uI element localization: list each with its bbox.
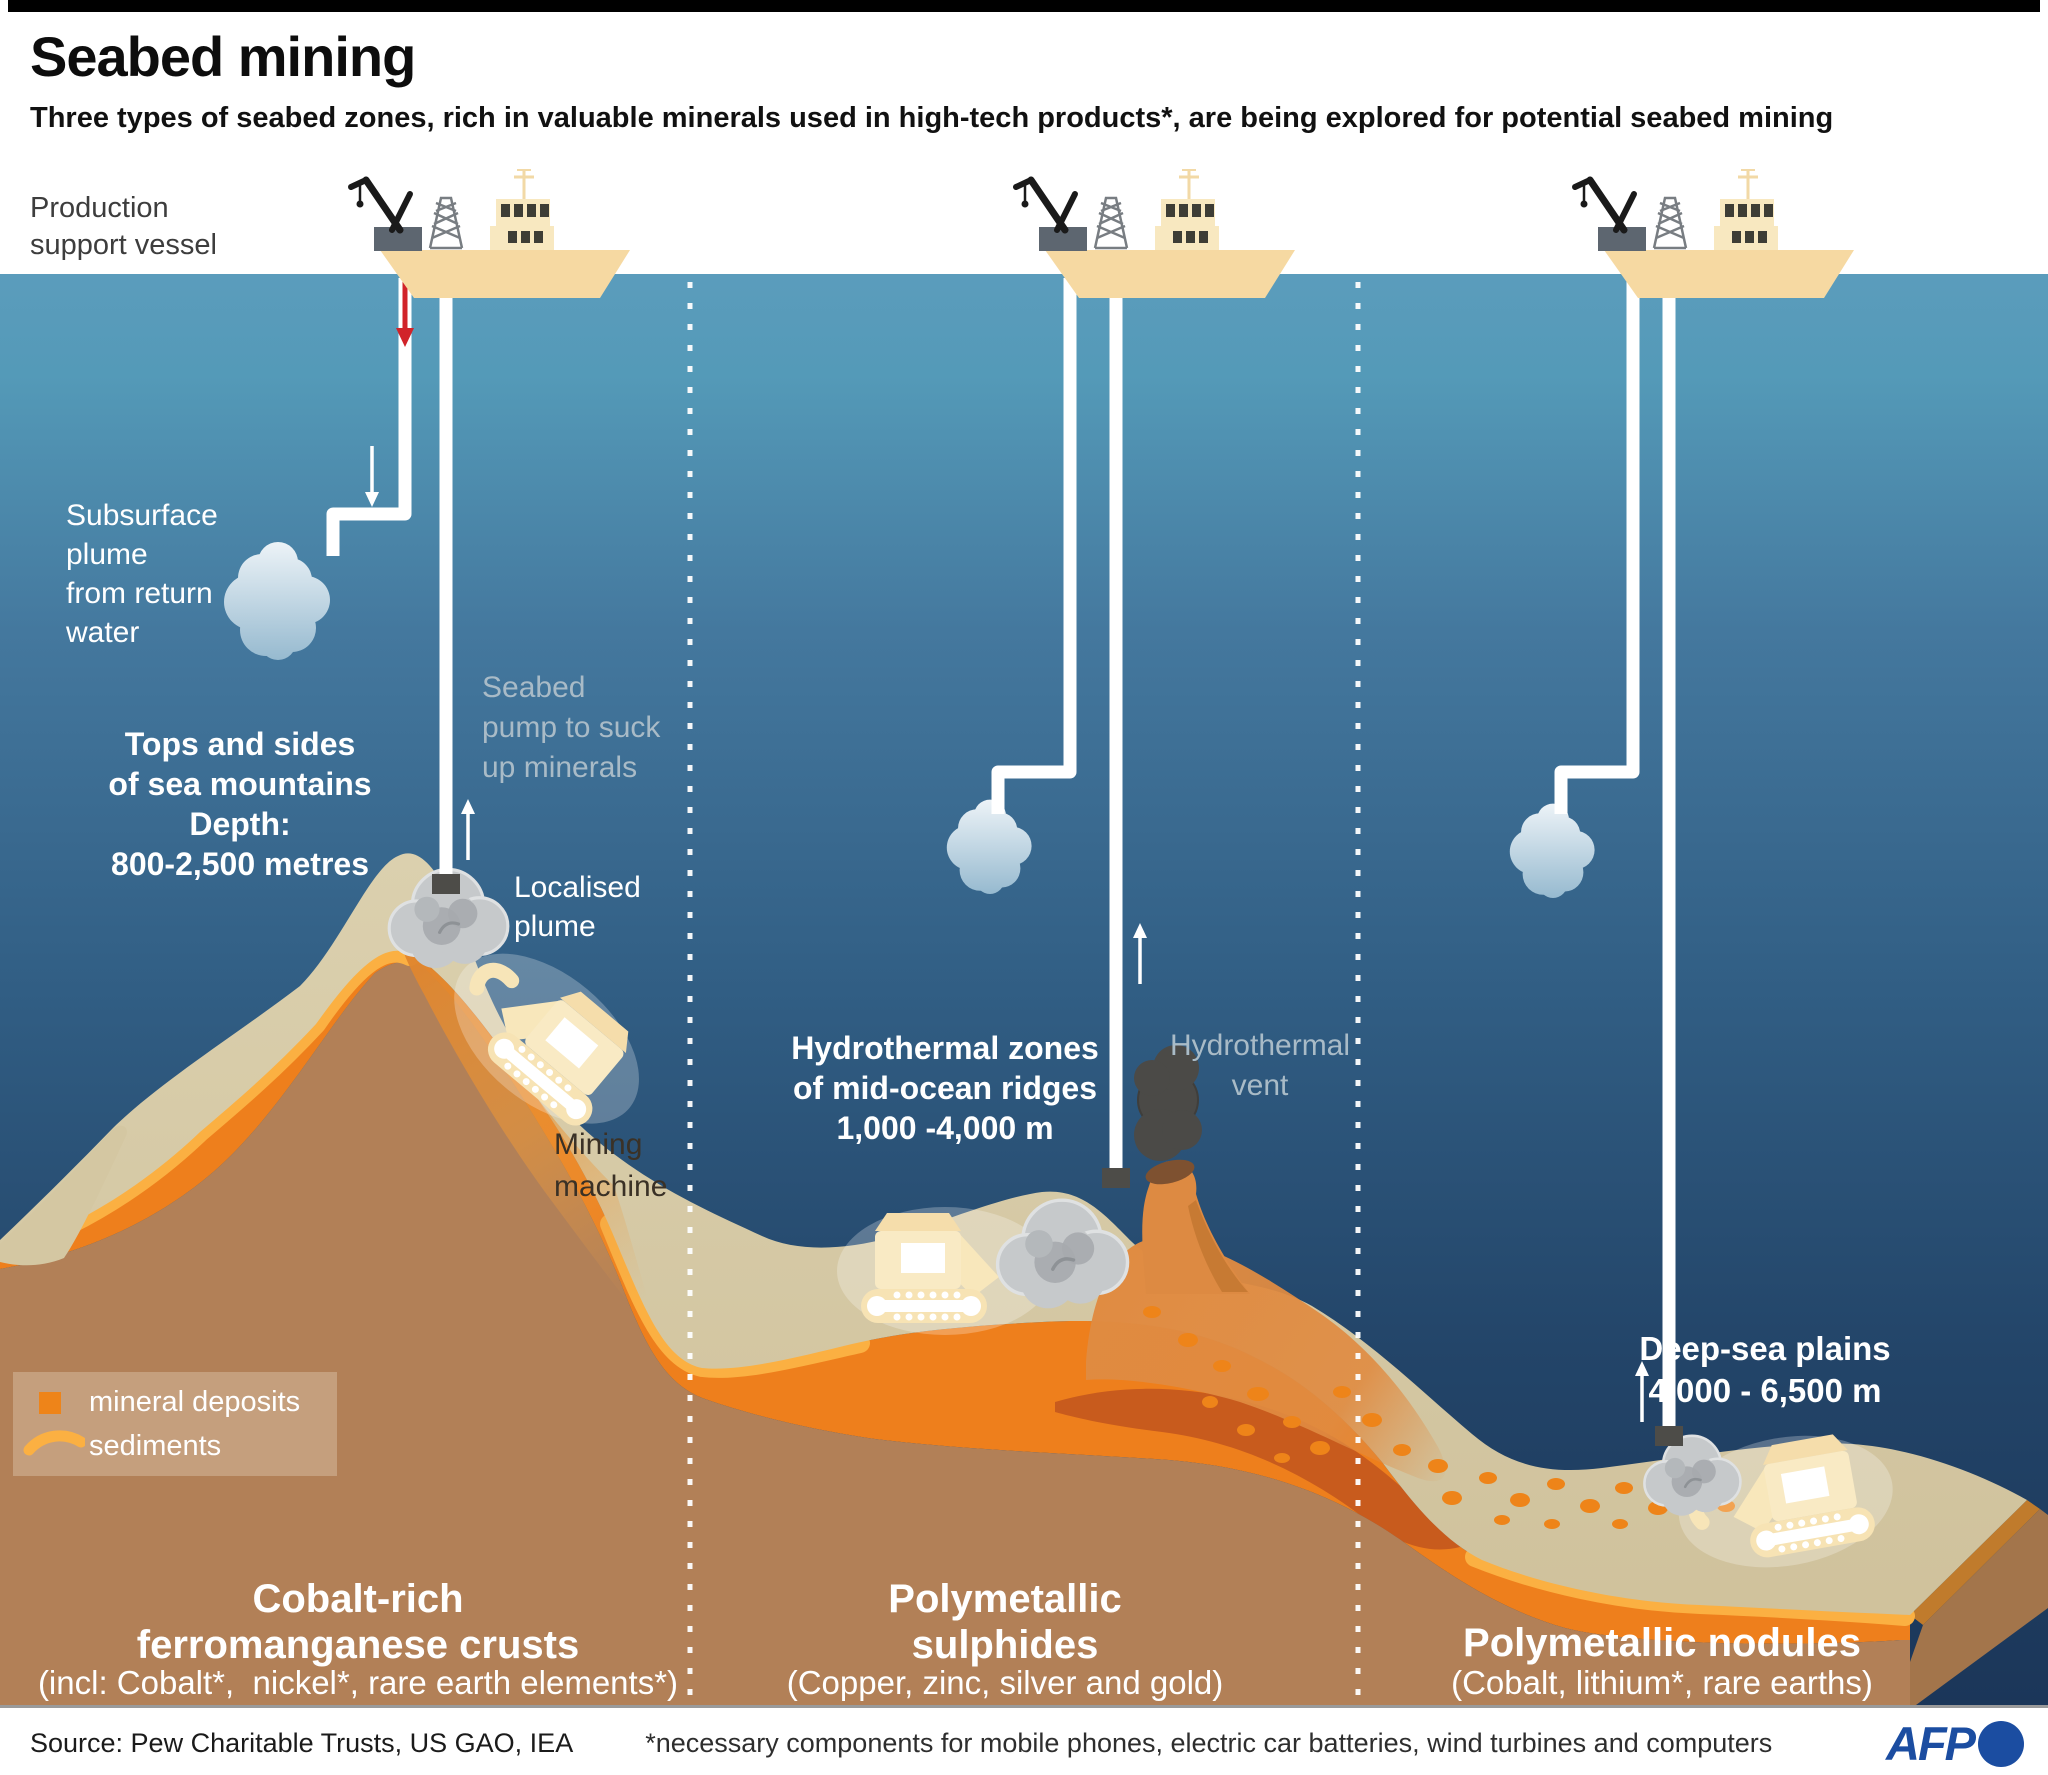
sand-terrace: [0, 1125, 127, 1266]
sea-mountains-label: Tops and sides of sea mountains Depth: 8…: [108, 726, 372, 882]
block-side-rock: [1910, 1509, 2048, 1705]
hydrothermal-vent-label: Hydrothermal vent: [1169, 1029, 1351, 1102]
legend: mineral deposits sediments: [13, 1372, 337, 1476]
afp-logo: AFP: [1886, 1716, 2024, 1771]
deep-sea-plains-label: Deep-sea plains 4,000 - 6,500 m: [1639, 1330, 1891, 1409]
vent-opening: [1145, 1159, 1195, 1185]
vent-shadow: [1188, 1200, 1248, 1292]
disturbed-sediment: [402, 946, 666, 1350]
zone-sub-sulphides: (Copper, zinc, silver and gold): [786, 1664, 1224, 1701]
mineral-deposits-icon: [39, 1392, 61, 1414]
seabed-pump-label: Seabed pump to suck up minerals: [482, 671, 661, 784]
flow-arrows: [365, 280, 1649, 1422]
source-credit: Source: Pew Charitable Trusts, US GAO, I…: [30, 1727, 574, 1758]
legend-sediments: sediments: [89, 1430, 222, 1462]
hydrothermal-zones-label: Hydrothermal zones of mid-ocean ridges 1…: [791, 1030, 1099, 1146]
seabed-pumps: [432, 874, 1683, 1446]
zone-title-nodules: Polymetallic nodules: [1463, 1621, 1861, 1665]
section-separators: [687, 282, 1361, 1700]
riser-and-return-pipes: [326, 278, 1676, 1428]
zone-sub-crusts: (incl: Cobalt*, nickel*, rare earth elem…: [37, 1664, 679, 1701]
block-side-sediment: [1910, 1500, 2040, 1625]
footnote: *necessary components for mobile phones,…: [645, 1727, 1773, 1758]
zone-title-crusts: Cobalt-rich ferromanganese crusts: [136, 1577, 580, 1667]
sediments-icon: [23, 1430, 85, 1456]
page-subtitle: Three types of seabed zones, rich in val…: [30, 102, 1834, 134]
mining-machine-label: Mining machine: [554, 1128, 668, 1203]
top-rule: [8, 0, 2040, 12]
afp-circle-icon: [1978, 1720, 2024, 1767]
localised-plume-label: Localised plume: [514, 871, 641, 943]
afp-logo-text: AFP: [1886, 1717, 1976, 1770]
vent-smoke: [1134, 1045, 1202, 1161]
bedrock: [0, 961, 1910, 1705]
footer: Source: Pew Charitable Trusts, US GAO, I…: [0, 1705, 2048, 1775]
legend-mineral-deposits: mineral deposits: [89, 1386, 301, 1418]
mineral-streak: [1055, 1388, 1460, 1550]
page-title: Seabed mining: [30, 25, 416, 88]
vent-mound: [1086, 1237, 1446, 1482]
subsurface-plume-label: Subsurface plume from return water: [66, 499, 218, 649]
vessel-label: Production support vessel: [30, 192, 217, 261]
zone-title-sulphides: Polymetallic sulphides: [888, 1577, 1122, 1667]
zone-sub-nodules: (Cobalt, lithium*, rare earths): [1451, 1664, 1873, 1701]
